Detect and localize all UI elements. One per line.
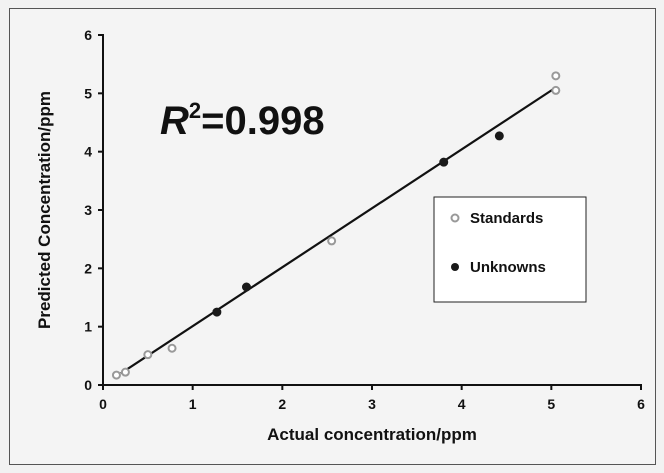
- standard-point: [143, 350, 153, 360]
- fit-line: [120, 86, 557, 375]
- x-tick-label: 4: [458, 396, 466, 412]
- x-tick-label: 3: [368, 396, 376, 412]
- y-tick-label: 1: [84, 319, 92, 335]
- y-tick-label: 0: [84, 377, 92, 393]
- y-tick-label: 5: [84, 85, 92, 101]
- unknown-point: [241, 282, 251, 292]
- x-tick-label: 2: [278, 396, 286, 412]
- data-points: [111, 71, 561, 380]
- y-axis-label: Predicted Concentration/ppm: [35, 91, 54, 329]
- y-tick-label: 2: [84, 260, 92, 276]
- y-tick-label: 6: [84, 27, 92, 43]
- ticks: 0 1 2 3 4 5 6 0 1 2 3 4 5 6: [84, 27, 645, 412]
- legend-marker-standards: [450, 213, 460, 223]
- legend: Standards Unknowns: [433, 196, 587, 303]
- unknown-point: [212, 307, 222, 317]
- legend-marker-unknowns: [451, 263, 459, 271]
- x-tick-label: 0: [99, 396, 107, 412]
- x-tick-label: 6: [637, 396, 645, 412]
- standard-point: [551, 85, 561, 95]
- standard-point: [551, 71, 561, 81]
- standard-point: [120, 367, 130, 377]
- y-tick-label: 3: [84, 202, 92, 218]
- unknown-point: [439, 157, 449, 167]
- standard-point: [327, 236, 337, 246]
- standard-point: [167, 343, 177, 353]
- unknown-point: [494, 131, 504, 141]
- r-squared-value: =0.998: [201, 99, 324, 143]
- y-tick-label: 4: [84, 144, 92, 160]
- r-squared-annotation: R2=0.998: [160, 98, 325, 143]
- r-symbol: R: [160, 99, 189, 143]
- legend-label-unknowns: Unknowns: [470, 259, 546, 276]
- x-axis-label: Actual concentration/ppm: [267, 425, 477, 444]
- legend-label-standards: Standards: [470, 210, 543, 227]
- x-tick-label: 5: [547, 396, 555, 412]
- r-superscript: 2: [189, 98, 201, 123]
- x-tick-label: 1: [189, 396, 197, 412]
- standard-point: [111, 370, 121, 380]
- legend-box: [433, 196, 587, 303]
